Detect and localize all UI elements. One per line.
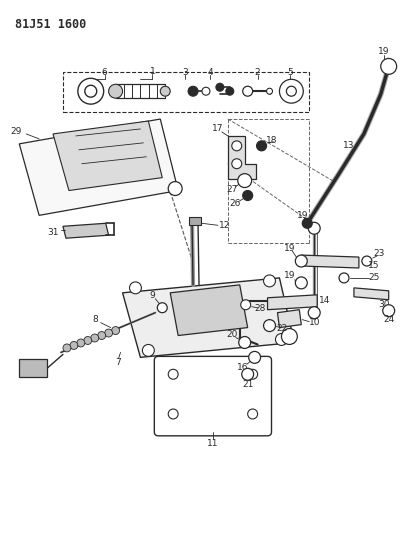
Text: 15: 15 <box>367 261 379 270</box>
Circle shape <box>281 328 297 344</box>
Text: 19: 19 <box>283 244 294 253</box>
Circle shape <box>157 303 167 313</box>
Circle shape <box>97 332 105 340</box>
Text: 81J51 1600: 81J51 1600 <box>15 18 86 31</box>
Circle shape <box>63 344 71 352</box>
Text: 7: 7 <box>115 358 121 367</box>
Text: 27: 27 <box>225 185 237 194</box>
Text: 17: 17 <box>212 125 223 133</box>
Circle shape <box>308 222 319 234</box>
Text: 25: 25 <box>367 273 379 282</box>
Text: 4: 4 <box>207 68 212 77</box>
Text: 18: 18 <box>265 136 277 146</box>
Circle shape <box>308 306 319 319</box>
Text: 5: 5 <box>287 68 292 77</box>
Circle shape <box>77 339 85 347</box>
Circle shape <box>382 305 394 317</box>
Circle shape <box>231 159 241 168</box>
Circle shape <box>279 79 302 103</box>
Text: 28: 28 <box>253 304 265 313</box>
Text: 3: 3 <box>182 68 188 77</box>
Circle shape <box>241 368 253 380</box>
Circle shape <box>380 59 396 74</box>
Circle shape <box>237 174 251 188</box>
Circle shape <box>295 277 306 289</box>
Polygon shape <box>353 288 388 300</box>
Polygon shape <box>53 121 162 190</box>
Circle shape <box>142 344 154 357</box>
Text: 8: 8 <box>93 315 98 324</box>
Text: 22: 22 <box>276 324 288 333</box>
Circle shape <box>275 334 287 345</box>
Text: 20: 20 <box>225 330 237 339</box>
Text: 31: 31 <box>47 228 59 237</box>
Bar <box>188 217 200 225</box>
Polygon shape <box>122 278 294 357</box>
Text: 19: 19 <box>377 47 389 56</box>
Circle shape <box>201 87 209 95</box>
Text: 1: 1 <box>149 67 155 76</box>
Text: 11: 11 <box>207 439 218 448</box>
Circle shape <box>248 351 260 364</box>
Text: 30: 30 <box>377 300 389 309</box>
Circle shape <box>263 320 275 332</box>
Polygon shape <box>227 136 255 179</box>
Circle shape <box>247 369 257 379</box>
Text: 13: 13 <box>342 141 354 150</box>
Bar <box>63 72 308 112</box>
Circle shape <box>242 86 252 96</box>
Circle shape <box>168 409 178 419</box>
Circle shape <box>104 329 112 337</box>
Circle shape <box>286 86 296 96</box>
Circle shape <box>129 282 141 294</box>
Circle shape <box>231 141 241 151</box>
Circle shape <box>263 275 275 287</box>
Text: 14: 14 <box>318 296 329 305</box>
Text: 21: 21 <box>241 379 253 389</box>
Polygon shape <box>267 295 316 310</box>
Text: 29: 29 <box>10 127 22 136</box>
Circle shape <box>302 219 312 228</box>
Circle shape <box>70 342 78 350</box>
Text: 24: 24 <box>382 315 393 324</box>
Text: 2: 2 <box>254 68 260 77</box>
Text: 19: 19 <box>283 271 294 280</box>
Text: 23: 23 <box>372 248 383 257</box>
Circle shape <box>266 88 272 94</box>
Polygon shape <box>301 255 358 268</box>
Text: 6: 6 <box>101 68 107 77</box>
Text: 26: 26 <box>229 199 240 208</box>
Circle shape <box>111 327 119 335</box>
Text: 9: 9 <box>149 292 155 300</box>
Polygon shape <box>170 285 247 335</box>
Circle shape <box>240 300 250 310</box>
Circle shape <box>85 85 97 97</box>
Bar <box>19 359 47 377</box>
Text: 12: 12 <box>219 221 230 230</box>
Circle shape <box>338 273 348 283</box>
Circle shape <box>160 86 170 96</box>
Text: 16: 16 <box>236 363 248 372</box>
Polygon shape <box>277 310 301 328</box>
Circle shape <box>91 334 99 342</box>
Circle shape <box>295 255 306 267</box>
Text: 10: 10 <box>308 318 319 327</box>
Circle shape <box>78 78 103 104</box>
Circle shape <box>168 182 182 196</box>
Polygon shape <box>19 119 178 215</box>
Text: 19: 19 <box>296 211 307 220</box>
Circle shape <box>215 83 223 91</box>
Circle shape <box>247 409 257 419</box>
Circle shape <box>168 369 178 379</box>
Circle shape <box>238 336 250 349</box>
Circle shape <box>108 84 122 98</box>
Circle shape <box>256 141 266 151</box>
Circle shape <box>188 86 198 96</box>
Circle shape <box>83 336 91 344</box>
Polygon shape <box>63 223 108 238</box>
Circle shape <box>242 190 252 200</box>
Circle shape <box>361 256 371 266</box>
Circle shape <box>225 87 233 95</box>
